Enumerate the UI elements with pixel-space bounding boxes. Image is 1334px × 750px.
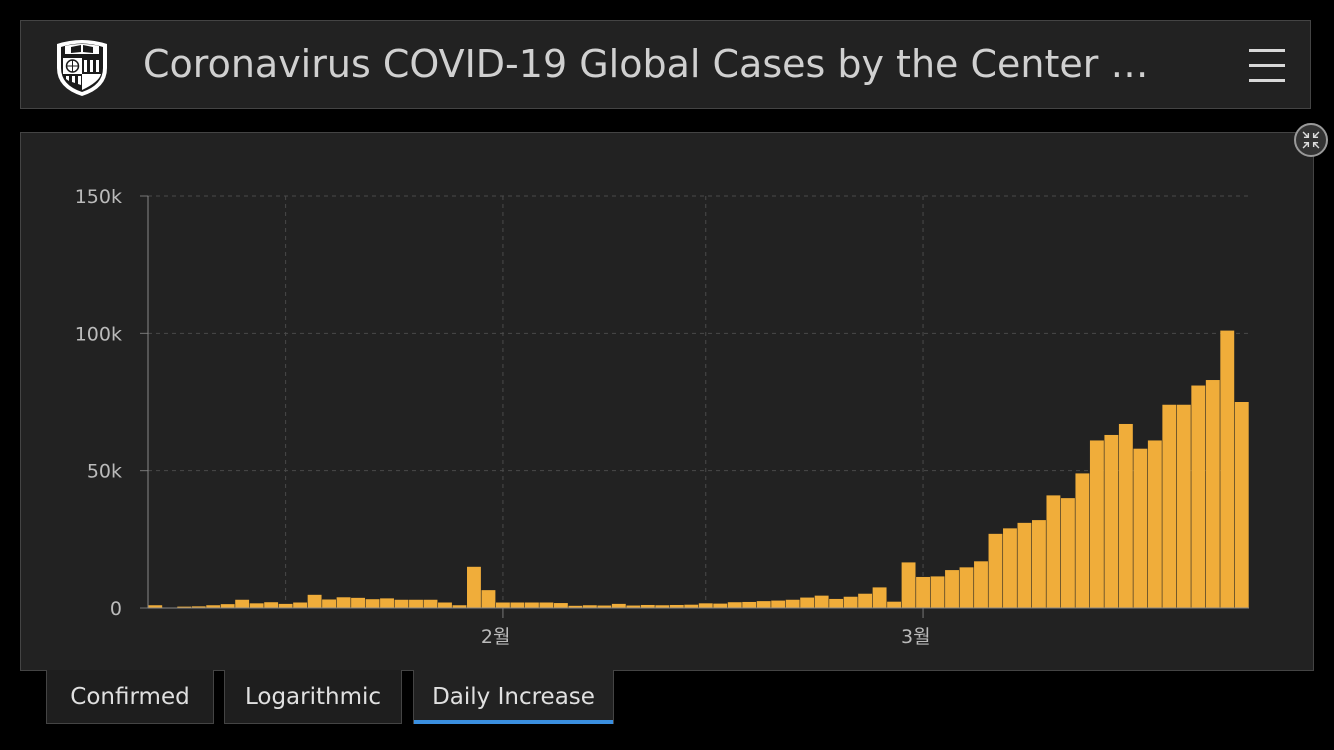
bar [409, 599, 423, 608]
bar [423, 599, 438, 608]
bar [322, 599, 337, 608]
bar [814, 595, 829, 608]
university-shield-icon [57, 40, 107, 96]
bar [698, 603, 713, 608]
tab-confirmed[interactable]: Confirmed [46, 670, 214, 724]
bar [669, 604, 684, 608]
bar [597, 605, 612, 608]
bar [467, 566, 481, 608]
bar [1031, 520, 1046, 608]
bar [640, 604, 655, 608]
bar [843, 596, 858, 608]
tab-daily-increase[interactable]: Daily Increase [413, 670, 614, 724]
bar [988, 533, 1003, 608]
bar [1176, 404, 1191, 608]
bar [307, 594, 322, 608]
bar [626, 605, 641, 608]
bar [829, 598, 844, 608]
bar [1147, 440, 1162, 608]
bar [655, 605, 670, 608]
bar [177, 606, 192, 608]
bar [1060, 498, 1075, 608]
bar [481, 590, 496, 608]
y-tick-label: 150k [75, 186, 122, 208]
bar [930, 576, 945, 608]
bar [611, 603, 626, 608]
bar [553, 603, 568, 608]
chart-panel: 0 50k 100k 150k 2월 3월 [20, 132, 1314, 671]
bar [452, 605, 467, 608]
bar [945, 570, 959, 608]
bar [684, 604, 699, 608]
tab-logarithmic[interactable]: Logarithmic [224, 670, 402, 724]
y-tick-label: 100k [75, 323, 122, 345]
bar [220, 604, 235, 608]
bar [1003, 528, 1017, 608]
bar [1104, 434, 1119, 608]
bar [872, 587, 887, 608]
bar [1234, 402, 1249, 608]
bar [916, 576, 930, 608]
bar [959, 567, 974, 608]
bar [206, 605, 221, 608]
bar [249, 603, 264, 608]
bar [800, 597, 815, 608]
bar [278, 603, 293, 608]
bar [1133, 448, 1148, 608]
daily-increase-chart: 0 50k 100k 150k 2월 3월 [75, 186, 1249, 648]
bar [1191, 385, 1206, 608]
bar [1075, 473, 1090, 608]
bar [1205, 380, 1220, 608]
bar [901, 562, 916, 608]
bar [264, 602, 279, 608]
bar [365, 599, 380, 608]
bar [974, 561, 988, 608]
app-header: Coronavirus COVID-19 Global Cases by the… [20, 20, 1311, 109]
page-title: Coronavirus COVID-19 Global Cases by the… [143, 42, 1149, 86]
y-tick-label: 50k [87, 461, 122, 483]
bar [235, 599, 250, 608]
y-tick-label: 0 [110, 598, 122, 620]
bar [351, 597, 366, 608]
bar [568, 605, 583, 608]
bar [1089, 440, 1104, 608]
bar [380, 598, 394, 608]
bar [438, 602, 452, 608]
bar [293, 602, 308, 608]
x-tick-label: 3월 [901, 626, 931, 648]
bar [1118, 423, 1133, 608]
bar [1220, 330, 1235, 608]
bar [148, 605, 163, 608]
bar [495, 602, 510, 608]
bar [510, 602, 525, 608]
x-tick-label: 2월 [481, 626, 511, 648]
collapse-arrows-icon[interactable] [1294, 123, 1328, 157]
bar [191, 606, 206, 608]
hamburger-menu-icon[interactable] [1247, 45, 1287, 85]
bar [785, 599, 800, 608]
bar [887, 601, 902, 608]
bar [771, 600, 786, 608]
bar [742, 601, 757, 608]
bar [1046, 495, 1061, 608]
bar [539, 602, 554, 608]
bar [582, 605, 597, 608]
bar [713, 603, 728, 608]
bar [524, 602, 539, 608]
bar [756, 601, 771, 608]
bar [336, 597, 351, 608]
bar [394, 599, 409, 608]
bar [727, 602, 742, 608]
bar [858, 593, 873, 608]
bar [1017, 522, 1032, 608]
bar [1162, 404, 1177, 608]
